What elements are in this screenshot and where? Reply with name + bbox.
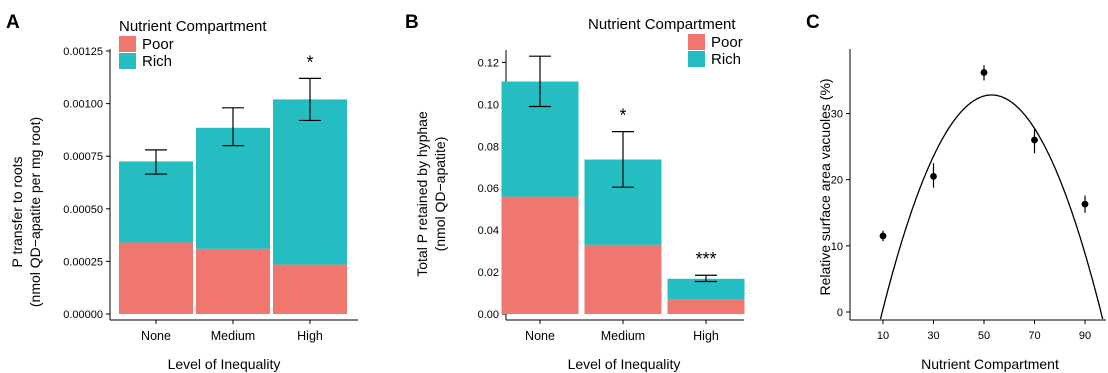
panel-a-xtick-label: Medium — [211, 329, 255, 343]
panel-a-legend-title: Nutrient Compartment — [119, 18, 267, 35]
panel-a-ylabel-line1: P transfer to roots — [9, 156, 25, 267]
panel-b-xtick-label: High — [693, 329, 719, 343]
panel-b-significance: * — [619, 106, 626, 126]
panel-a-ytick-label: 0.00000 — [63, 309, 103, 321]
panel-c-ytick-label: 10 — [831, 241, 843, 253]
panel-c-xtick-label: 70 — [1028, 330, 1040, 342]
panel-a-legend: Nutrient Compartment Poor Rich — [119, 18, 267, 70]
panel-a-ytick-label: 0.00050 — [63, 204, 103, 216]
panel-b-bar-poor-none — [501, 196, 579, 314]
panel-c-point — [879, 232, 887, 240]
panel-c-xlabel: Nutrient Compartment — [921, 356, 1059, 372]
panel-b: B Total P retained by hyphae (nmol QD−ap… — [405, 12, 745, 372]
panel-c-ytick-label: 30 — [831, 109, 843, 121]
panel-a-bar-poor-medium — [196, 248, 270, 314]
panel-a-bar-poor-high — [273, 264, 347, 314]
panel-b-legend-swatch-poor — [688, 34, 705, 50]
panel-c-xtick-label: 50 — [978, 330, 990, 342]
panel-a-bar-rich-none — [119, 161, 193, 243]
panel-b-xlabel: Level of Inequality — [568, 356, 681, 372]
panel-c-xtick-label: 30 — [927, 330, 939, 342]
panel-c-xtick-label: 90 — [1079, 330, 1091, 342]
panel-b-ytick-label: 0.08 — [478, 141, 499, 153]
panel-c-point — [980, 69, 988, 76]
panel-b-bar-poor-high — [667, 299, 745, 314]
panel-a-ytick-label: 0.00100 — [63, 99, 103, 111]
panel-b-legend-swatch-rich — [688, 51, 705, 67]
panel-a-ytick-label: 0.00125 — [63, 46, 103, 58]
panel-c-ytick-label: 20 — [831, 175, 843, 187]
panel-b-plot: 0.00 0.02 0.04 0.06 0.08 0.10 0.12 None * Medium *… — [478, 50, 745, 343]
panel-b-ytick-label: 0.02 — [478, 267, 499, 279]
panel-c-point — [1081, 200, 1089, 208]
panel-c-plot: 0 10 20 30 10 30 50 70 90 — [831, 49, 1106, 342]
panel-b-legend-title: Nutrient Compartment — [588, 16, 736, 33]
panel-c-fit-curve — [879, 94, 1104, 320]
panel-label-a: A — [6, 12, 20, 33]
panel-c-xtick-label: 10 — [877, 330, 889, 342]
panel-b-ytick-label: 0.06 — [478, 183, 499, 195]
panel-a-ytick-label: 0.00025 — [63, 256, 103, 268]
panel-b-xtick-label: None — [525, 329, 555, 343]
panel-a-xlabel: Level of Inequality — [168, 356, 281, 372]
panel-c-point — [1031, 136, 1038, 144]
panel-c-ylabel: Relative surface area vacuoles (%) — [817, 78, 833, 295]
panel-b-xtick-label: Medium — [601, 329, 645, 343]
panel-a-legend-label-rich: Rich — [142, 53, 172, 70]
panel-label-c: C — [806, 12, 820, 33]
panel-b-ylabel-line1: Total P retained by hyphae — [414, 111, 430, 277]
panel-a-xtick-label: None — [141, 329, 171, 343]
panel-b-ylabel-line2: (nmol QD−apatite) — [432, 137, 448, 252]
panel-a-bar-rich-medium — [196, 127, 270, 249]
panel-label-b: B — [405, 12, 419, 33]
panel-a-legend-label-poor: Poor — [142, 36, 174, 53]
panel-a-legend-swatch-rich — [119, 53, 136, 69]
panel-b-significance: *** — [695, 249, 716, 269]
panel-b-ytick-label: 0.12 — [478, 57, 499, 69]
panel-c: C Relative surface area vacuoles (%) 0 10… — [806, 12, 1106, 372]
panel-a-ytick-label: 0.00075 — [63, 151, 103, 163]
panel-a-bar-rich-high — [273, 99, 347, 265]
panel-a-significance: * — [306, 52, 313, 72]
panel-a: A P transfer to roots (nmol QD−apatite p… — [6, 12, 358, 372]
panel-b-bar-poor-medium — [584, 244, 662, 314]
panel-c-point — [930, 172, 937, 180]
panel-a-plot: 0.00000 0.00025 0.00050 0.00075 0.00100 0.001… — [63, 46, 358, 343]
panel-a-legend-swatch-poor — [119, 36, 136, 52]
panel-b-ytick-label: 0.00 — [478, 309, 499, 321]
panel-b-bar-rich-high — [667, 278, 745, 300]
panel-c-ytick-label: 0 — [837, 307, 843, 319]
panel-b-ytick-label: 0.10 — [478, 99, 499, 111]
panel-b-ytick-label: 0.04 — [478, 225, 499, 237]
panel-a-bar-poor-none — [119, 242, 193, 314]
panel-a-xtick-label: High — [297, 329, 323, 343]
panel-b-legend: Nutrient Compartment Poor Rich — [588, 16, 743, 68]
panel-b-legend-label-rich: Rich — [711, 51, 741, 68]
panel-b-legend-label-poor: Poor — [711, 34, 743, 51]
panel-a-ylabel-line2: (nmol QD−apatite per mg root) — [27, 117, 43, 307]
